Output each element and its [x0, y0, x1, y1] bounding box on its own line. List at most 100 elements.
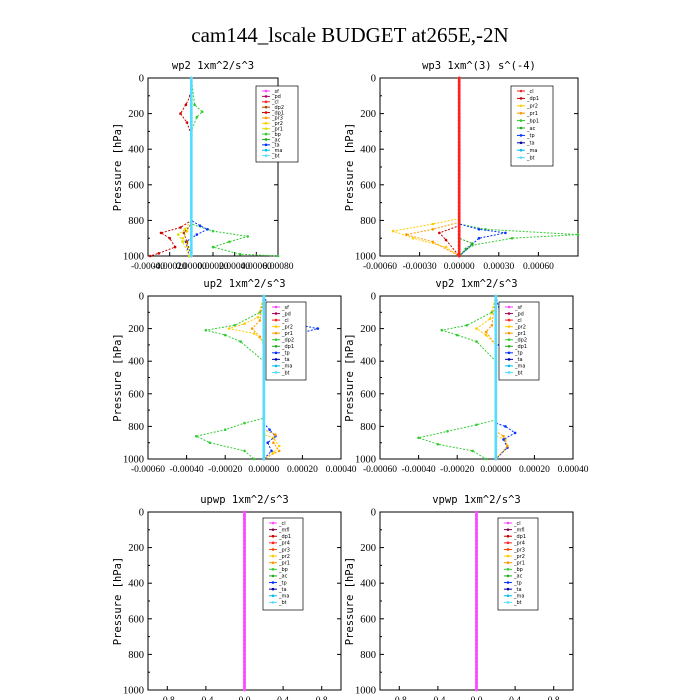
data-point — [471, 449, 474, 453]
data-point — [475, 588, 478, 592]
data-point — [243, 532, 246, 535]
y-tick-label: 200 — [128, 109, 144, 120]
data-point — [494, 346, 498, 350]
legend-label: _ta — [514, 357, 523, 363]
legend-marker — [507, 371, 511, 374]
data-point — [262, 353, 266, 357]
x-tick-label: 0.00000 — [176, 262, 207, 272]
data-point — [189, 112, 193, 115]
data-point — [494, 392, 498, 396]
legend-label: _pr3 — [271, 116, 283, 122]
x-tick-label: -0.00060 — [363, 262, 397, 272]
data-point — [243, 599, 246, 603]
panel-title: wp3 1xm^(3) s^(-4) — [422, 60, 536, 72]
data-point — [475, 546, 478, 549]
legend-label: _ma — [526, 148, 537, 154]
data-point — [494, 428, 498, 432]
series-group — [475, 510, 478, 692]
y-tick-label: 800 — [360, 650, 376, 661]
data-point — [475, 610, 478, 614]
legend-label: _bt — [278, 600, 287, 606]
x-tick-label: -0.4 — [198, 696, 213, 700]
legend-label: _ac — [526, 126, 536, 132]
data-point — [436, 443, 440, 446]
data-point — [252, 457, 256, 461]
data-point — [243, 517, 246, 521]
legend-label: _cl — [514, 318, 522, 324]
x-tick-label: 0.00060 — [523, 262, 554, 272]
data-point — [262, 297, 266, 301]
data-point — [189, 201, 193, 205]
data-point — [189, 204, 193, 208]
x-tick-label: -0.00040 — [402, 465, 436, 475]
legend-marker — [271, 581, 275, 584]
data-point — [457, 147, 461, 151]
data-point — [475, 340, 478, 343]
data-point — [243, 521, 246, 525]
data-point — [189, 215, 193, 219]
legend-label: _ma — [271, 148, 282, 154]
data-point — [189, 101, 193, 105]
legend-label: _ta — [281, 357, 290, 363]
data-point — [494, 421, 498, 425]
data-point — [457, 122, 461, 126]
legend-label: _ta — [278, 587, 287, 593]
data-point — [475, 517, 478, 521]
legend-marker — [507, 351, 511, 355]
legend-label: _ma — [281, 364, 292, 370]
data-point — [457, 76, 461, 80]
data-point — [243, 670, 246, 674]
data-point — [494, 317, 498, 321]
legend-marker — [274, 312, 278, 315]
legend-label: _ta — [271, 143, 280, 149]
y-tick-label: 600 — [360, 180, 376, 191]
legend-marker — [274, 371, 278, 374]
data-point — [181, 240, 184, 244]
x-tick-label: -0.00020 — [208, 465, 242, 475]
legend-marker — [274, 344, 278, 348]
legend-label: _bp — [278, 567, 288, 573]
y-tick-label: 600 — [128, 180, 144, 191]
data-point — [262, 323, 266, 327]
data-point — [243, 631, 246, 635]
x-tick-label: 0.00080 — [263, 262, 294, 272]
data-point — [405, 233, 408, 236]
legend-marker — [274, 331, 278, 335]
x-tick-label: -0.00030 — [403, 262, 437, 272]
data-point — [243, 421, 246, 425]
data-point — [457, 215, 461, 219]
data-point — [431, 228, 435, 231]
legend-label: _bp1 — [526, 118, 539, 124]
data-point — [243, 510, 246, 514]
legend-marker — [506, 587, 510, 591]
data-point — [576, 233, 580, 236]
y-tick-label: 600 — [360, 389, 376, 400]
data-point — [494, 320, 498, 324]
y-tick-label: 800 — [360, 422, 376, 433]
data-point — [189, 119, 193, 123]
legend-label: _sf — [281, 305, 289, 311]
legend-marker — [264, 143, 268, 147]
data-point — [239, 340, 242, 343]
y-tick-label: 0 — [371, 292, 376, 303]
legend-marker — [271, 601, 275, 604]
data-point — [189, 169, 193, 173]
x-tick-label: 0.8 — [548, 696, 560, 700]
data-point — [475, 592, 478, 596]
legend-marker — [507, 358, 511, 361]
legend-label: _pr2 — [514, 324, 526, 330]
legend-label: _sf — [514, 305, 522, 311]
data-point — [243, 645, 246, 649]
chart-panel: wp2 1xm^2/s^3 Pressure [hPa] 0 200 400 600 800… — [112, 60, 299, 272]
data-point — [262, 372, 266, 376]
data-point — [464, 247, 468, 251]
data-point — [262, 301, 266, 304]
data-point — [177, 233, 180, 236]
y-tick-label: 1000 — [123, 455, 144, 466]
data-point — [243, 606, 246, 610]
legend-label: _pr4 — [513, 541, 525, 547]
data-point — [256, 315, 260, 319]
data-point — [494, 415, 498, 418]
data-point — [475, 514, 478, 517]
data-point — [475, 539, 478, 542]
